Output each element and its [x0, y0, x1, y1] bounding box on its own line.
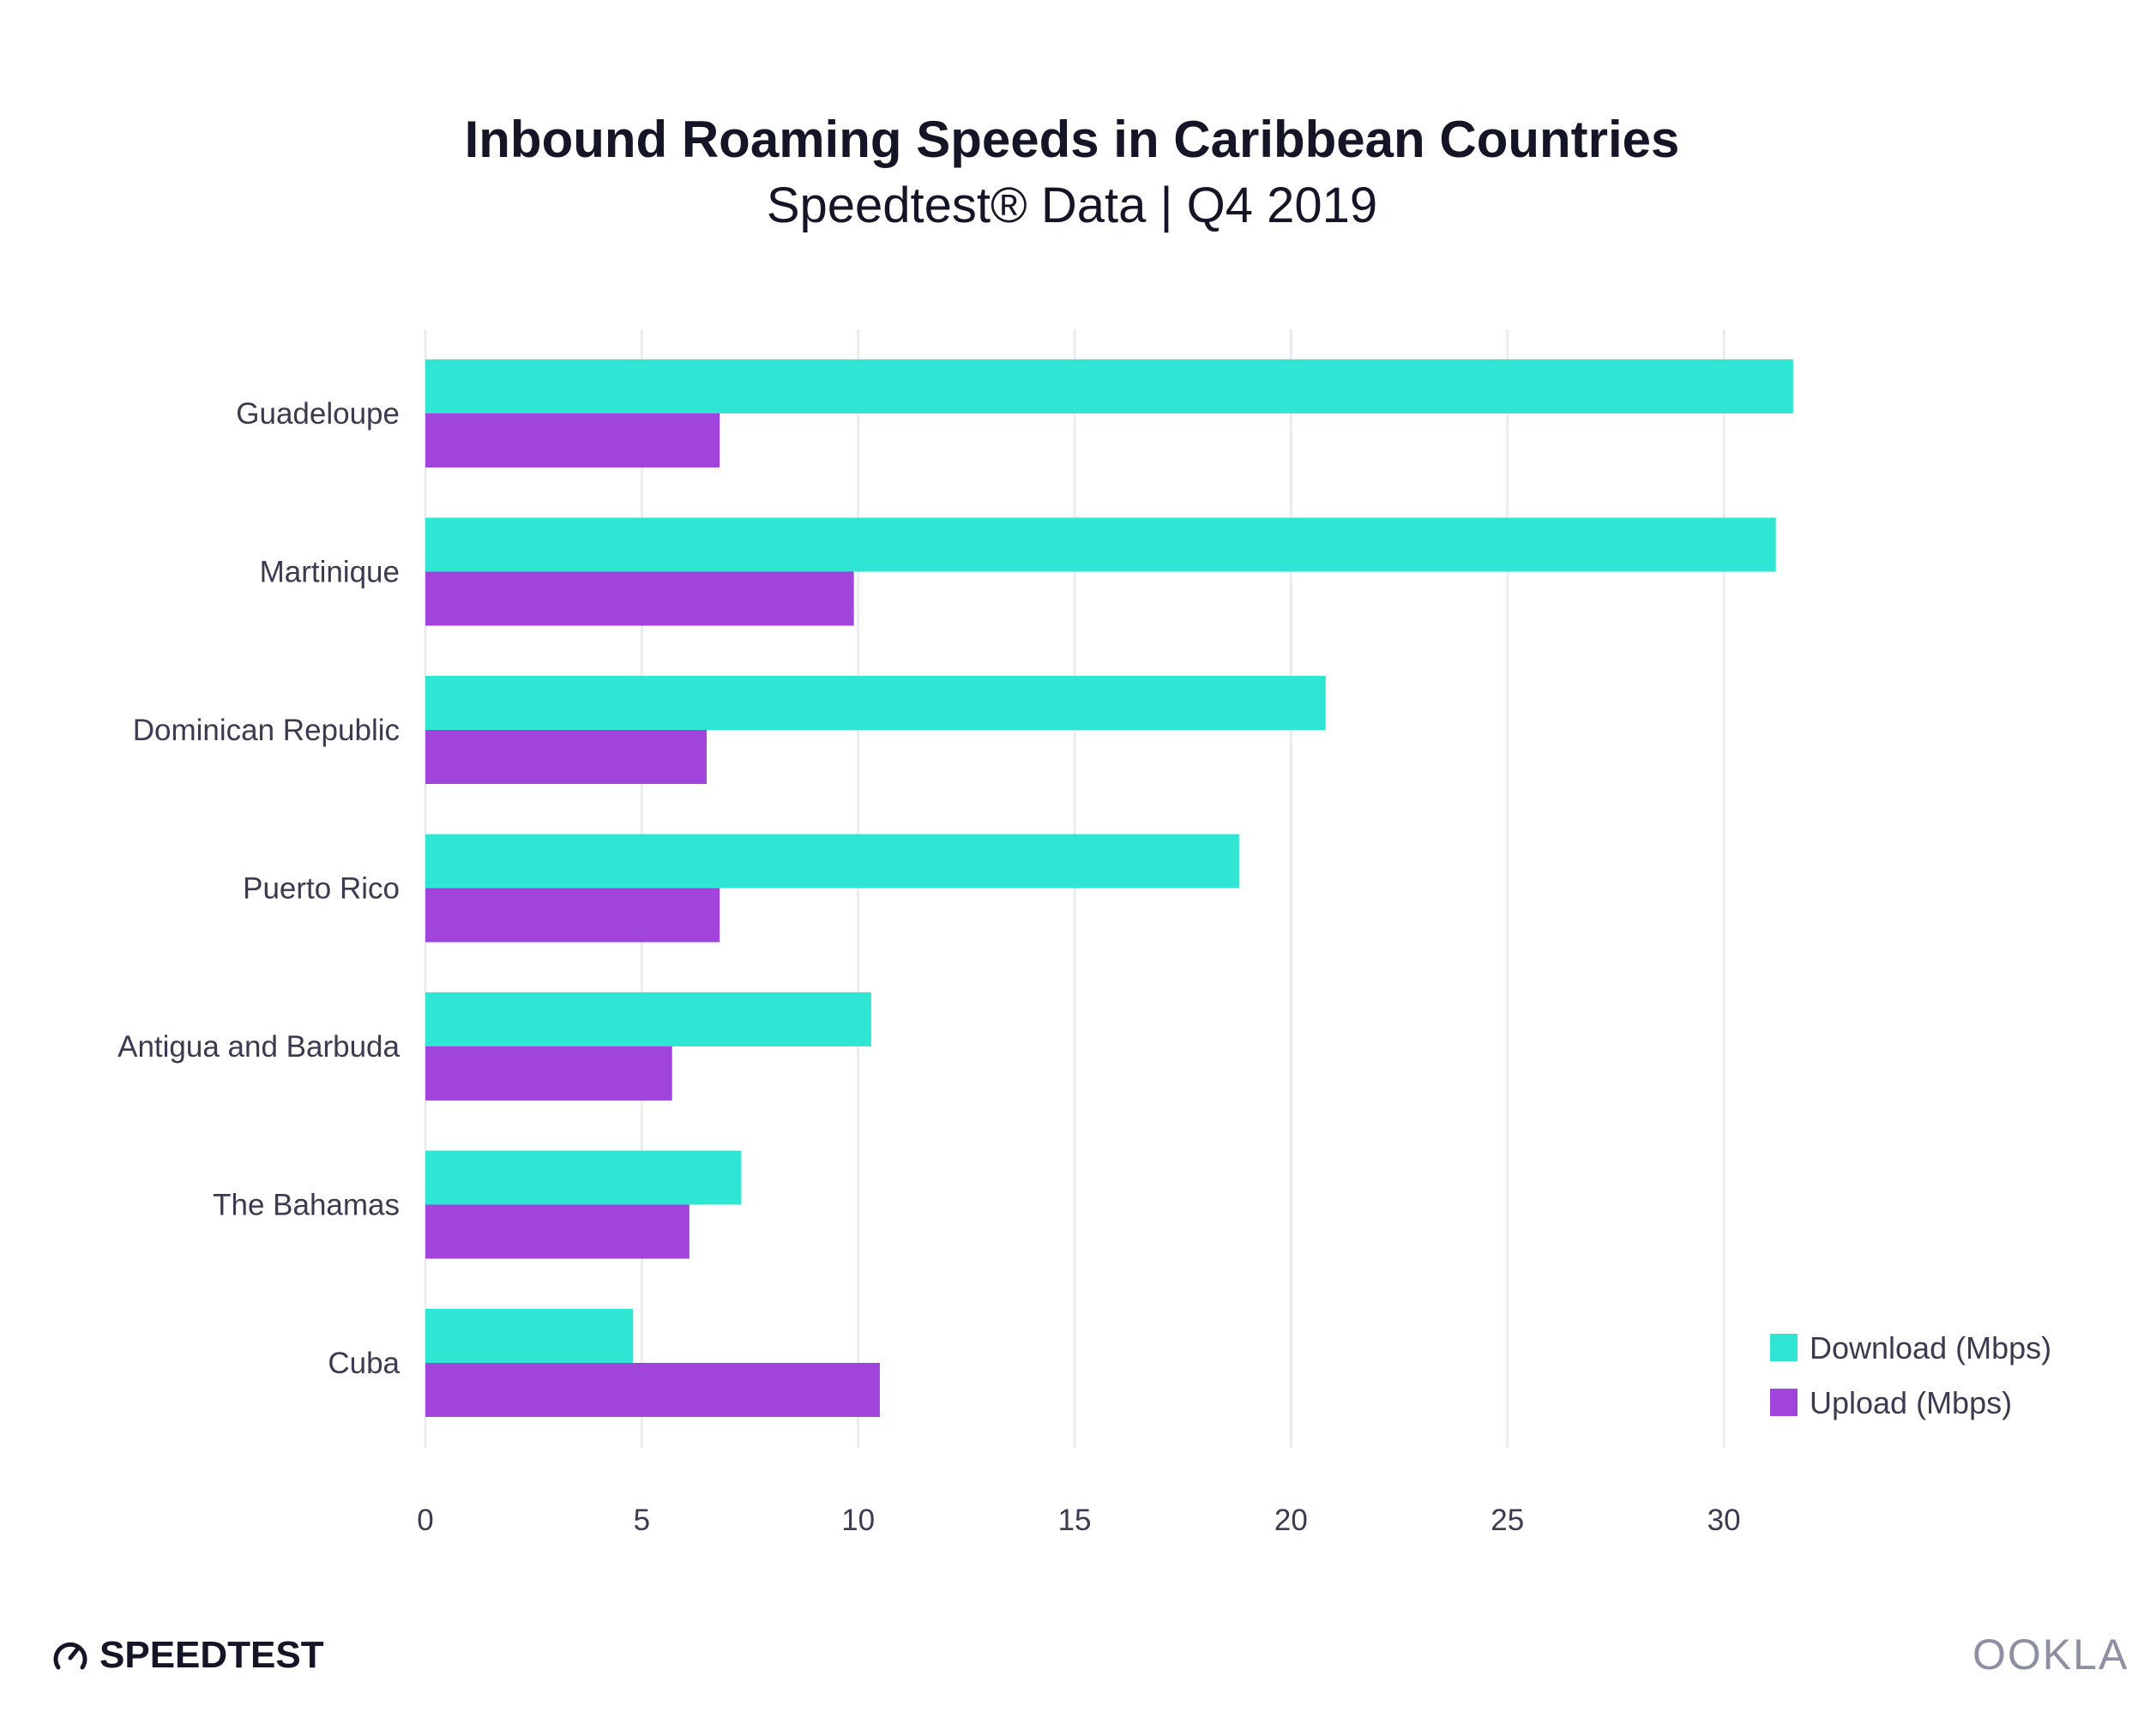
ookla-logo: OOKLA [1972, 1631, 2129, 1679]
bar-download [425, 834, 1239, 889]
x-tick-label: 20 [1274, 1504, 1308, 1537]
legend-label: Upload (Mbps) [1810, 1385, 2012, 1420]
legend-label: Download (Mbps) [1810, 1330, 2051, 1365]
bar-upload [425, 571, 854, 626]
category-label: Guadeloupe [236, 397, 400, 431]
chart-subtitle: Speedtest® Data | Q4 2019 [766, 178, 1378, 233]
category-label: Cuba [328, 1347, 400, 1380]
bar-download [425, 359, 1793, 413]
bar-download [425, 517, 1776, 572]
x-tick-label: 15 [1058, 1504, 1092, 1537]
category-label: The Bahamas [213, 1189, 400, 1222]
bar-upload [425, 1363, 880, 1417]
bar-download [425, 1309, 634, 1363]
category-label: Puerto Rico [243, 872, 400, 906]
bar-download [425, 676, 1326, 730]
bar-upload [425, 1046, 672, 1100]
x-tick-label: 25 [1491, 1504, 1524, 1537]
bar-upload [425, 413, 720, 467]
category-label: Dominican Republic [133, 714, 400, 747]
bar-upload [425, 730, 708, 784]
bar-upload [425, 1204, 690, 1259]
category-label: Martinique [260, 556, 400, 589]
x-tick-label: 5 [634, 1504, 650, 1537]
bar-download [425, 1150, 742, 1205]
chart-title: Inbound Roaming Speeds in Caribbean Coun… [464, 111, 1680, 168]
x-tick-label: 30 [1707, 1504, 1741, 1537]
speedometer-icon [53, 1642, 87, 1670]
bar-download [425, 992, 871, 1046]
category-label: Antigua and Barbuda [117, 1030, 400, 1064]
x-tick-label: 0 [417, 1504, 433, 1537]
speedtest-logo: SPEEDTEST [51, 1634, 324, 1677]
legend-swatch [1770, 1334, 1798, 1361]
legend-swatch [1770, 1389, 1798, 1416]
speedtest-logo-text: SPEEDTEST [99, 1634, 324, 1676]
x-tick-label: 10 [841, 1504, 875, 1537]
bar-upload [425, 888, 720, 943]
